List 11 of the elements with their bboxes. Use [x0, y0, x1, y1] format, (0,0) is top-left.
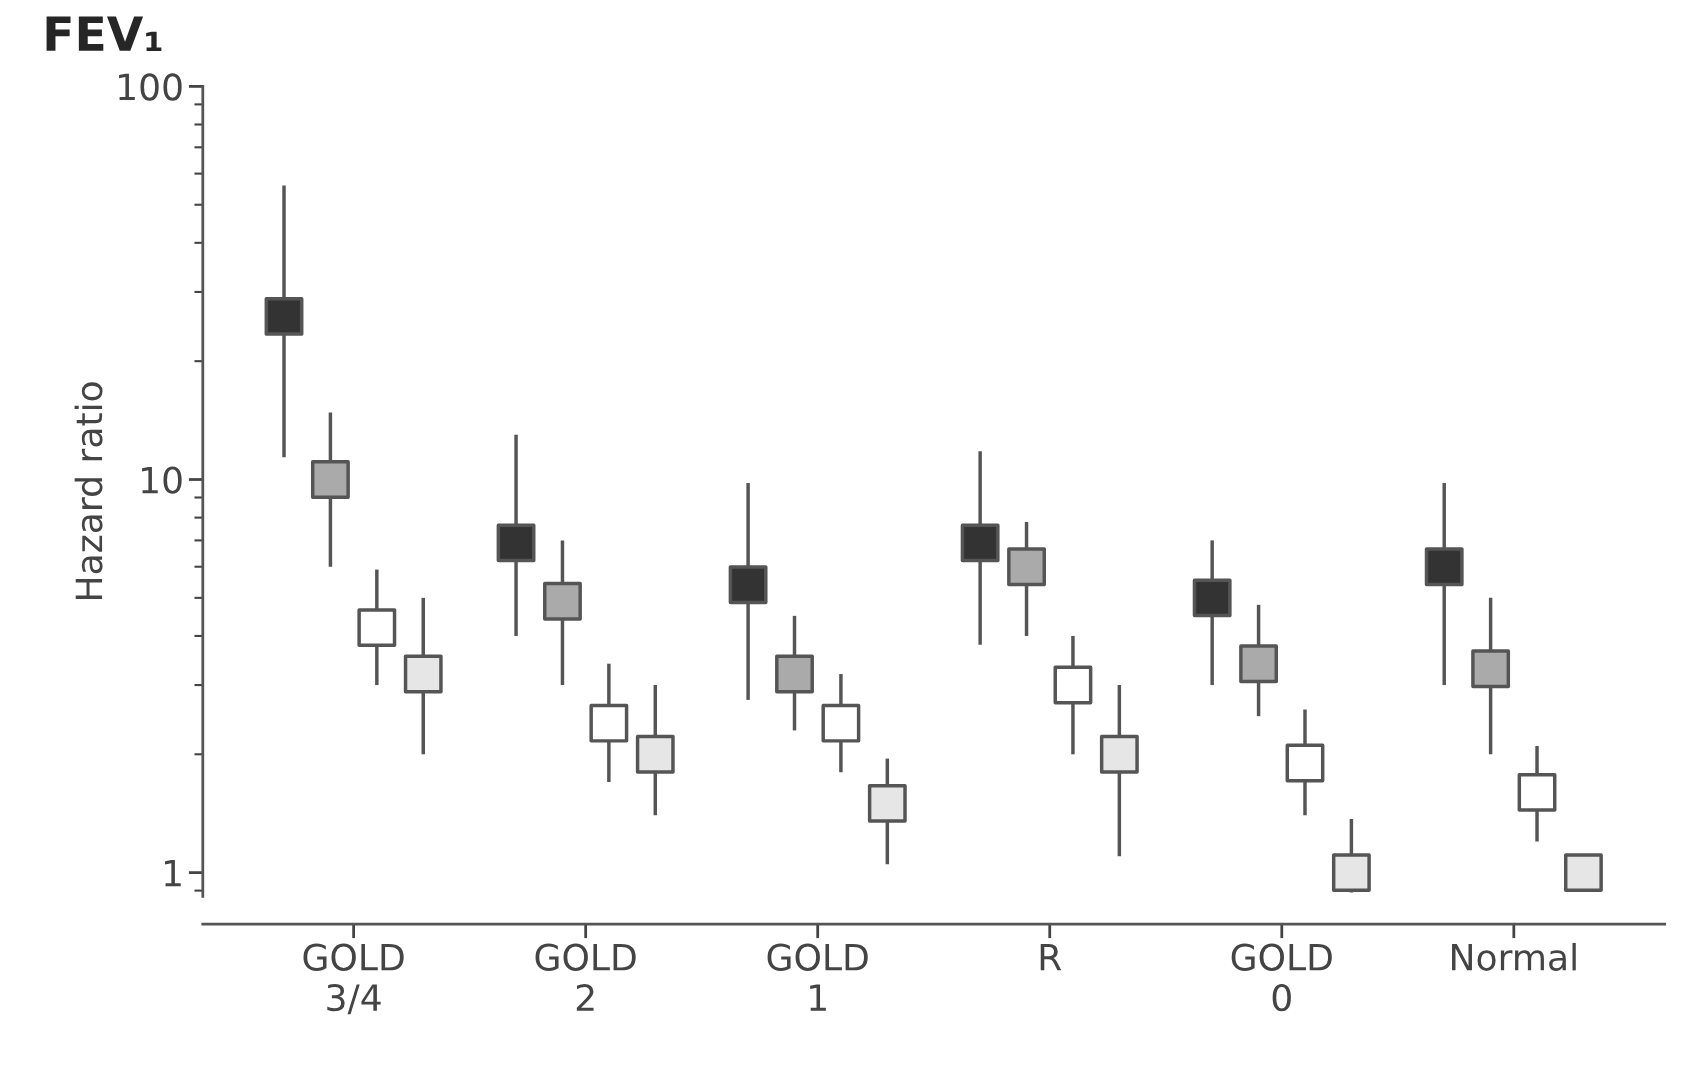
x-tick-label: GOLD 1: [767, 943, 868, 1011]
x-tick-label: R: [1040, 944, 1062, 971]
y-tick-label: 100: [119, 73, 182, 101]
x-tick-label: GOLD 2: [535, 943, 636, 1011]
x-tick-label: GOLD 0: [1231, 943, 1332, 1012]
x-tick-label: GOLD 3/4: [303, 943, 404, 1015]
y-tick-label: 10: [142, 466, 182, 494]
x-tick-label: Normal: [1452, 942, 1576, 971]
y-axis-title: Hazard ratio: [74, 382, 103, 599]
y-tick-label: 1: [165, 860, 181, 887]
chart-title: FEV₁: [46, 16, 162, 52]
